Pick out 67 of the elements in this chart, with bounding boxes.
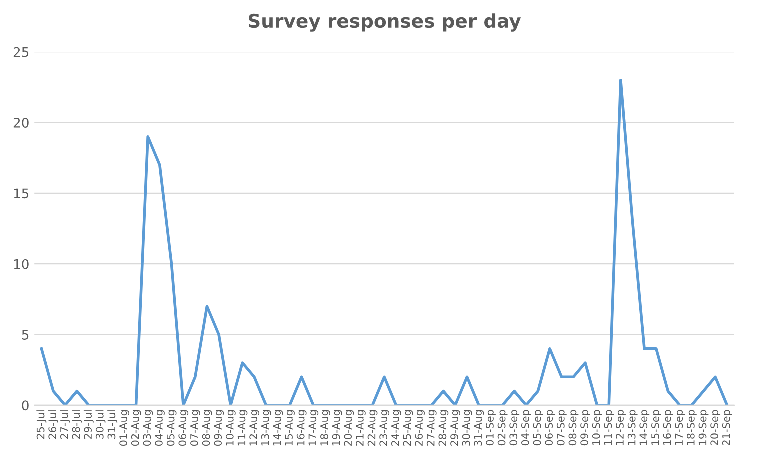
x-tick-label: 05-Sep bbox=[533, 410, 544, 446]
x-tick-label: 10-Sep bbox=[592, 410, 602, 446]
y-tick-label: 0 bbox=[22, 400, 29, 411]
x-tick-label: 01-Sep bbox=[486, 410, 496, 446]
x-tick-label: 21-Aug bbox=[356, 410, 366, 446]
x-tick-label: 27-Aug bbox=[426, 410, 437, 446]
x-tick-label: 26-Jul bbox=[48, 410, 58, 440]
x-tick-label: 04-Aug bbox=[155, 410, 165, 446]
x-tick-label: 08-Aug bbox=[202, 410, 212, 446]
x-tick-label: 12-Sep bbox=[616, 410, 626, 446]
x-tick-label: 08-Sep bbox=[568, 410, 579, 446]
x-tick-label: 30-Jul bbox=[96, 410, 106, 439]
y-tick-label: 10 bbox=[14, 259, 29, 270]
x-tick-label: 17-Sep bbox=[675, 410, 686, 446]
x-tick-label: 26-Aug bbox=[415, 410, 426, 446]
x-tick-label: 19-Sep bbox=[698, 410, 709, 446]
x-tick-label: 06-Aug bbox=[178, 410, 189, 446]
x-tick-label: 14-Aug bbox=[273, 410, 284, 446]
x-tick-label: 05-Aug bbox=[166, 410, 177, 446]
y-tick-label: 15 bbox=[14, 188, 29, 199]
x-tick-label: 07-Sep bbox=[556, 410, 567, 446]
line-series bbox=[40, 78, 729, 406]
x-tick-label: 19-Aug bbox=[332, 410, 342, 446]
x-tick-label: 13-Aug bbox=[261, 410, 272, 446]
x-tick-label: 09-Aug bbox=[214, 410, 224, 446]
x-tick-label: 18-Aug bbox=[320, 410, 330, 446]
x-tick-label: 24-Aug bbox=[391, 410, 402, 446]
x-tick-label: 25-Jul bbox=[36, 410, 47, 440]
x-tick-label: 18-Sep bbox=[686, 410, 697, 446]
x-tick-label: 15-Aug bbox=[285, 410, 295, 446]
chart-title: Survey responses per day bbox=[248, 14, 522, 32]
x-tick-label: 29-Jul bbox=[84, 410, 94, 440]
x-tick-label: 10-Aug bbox=[226, 410, 236, 446]
x-tick-label: 27-Jul bbox=[60, 410, 70, 440]
x-tick-label: 22-Aug bbox=[368, 410, 378, 446]
x-tick-label: 15-Sep bbox=[652, 410, 662, 446]
x-tick-label: 09-Sep bbox=[580, 410, 590, 446]
x-tick-label: 04-Sep bbox=[521, 410, 532, 446]
x-tick-label: 03-Aug bbox=[143, 410, 154, 446]
x-tick-label: 16-Aug bbox=[296, 410, 307, 446]
x-tick-label: 21-Sep bbox=[722, 410, 732, 446]
x-tick-label: 20-Sep bbox=[710, 410, 721, 446]
x-tick-label: 17-Aug bbox=[308, 410, 319, 446]
x-tick-label: 06-Sep bbox=[545, 410, 556, 446]
x-tick-label: 02-Aug bbox=[131, 410, 142, 446]
x-tick-label: 25-Aug bbox=[403, 410, 414, 446]
x-tick-label: 23-Aug bbox=[380, 410, 390, 446]
x-tick-label: 16-Sep bbox=[663, 410, 674, 446]
x-tick-label: 29-Aug bbox=[450, 410, 460, 446]
x-tick-label: 31-Aug bbox=[474, 410, 484, 446]
x-tick-label: 14-Sep bbox=[640, 410, 650, 446]
y-tick-label: 5 bbox=[22, 330, 29, 340]
y-tick-label: 20 bbox=[14, 118, 29, 128]
x-tick-label: 20-Aug bbox=[344, 410, 354, 446]
x-tick-label: 30-Aug bbox=[462, 410, 472, 446]
x-tick-label: 07-Aug bbox=[190, 410, 200, 446]
x-tick-label: 28-Jul bbox=[72, 410, 82, 440]
y-tick-label: 25 bbox=[14, 47, 29, 58]
x-tick-label: 01-Aug bbox=[120, 410, 130, 446]
x-tick-label: 03-Sep bbox=[510, 410, 520, 446]
x-tick-label: 11-Aug bbox=[238, 410, 248, 446]
x-tick-label: 13-Sep bbox=[628, 410, 638, 446]
x-tick-label: 12-Aug bbox=[250, 410, 260, 446]
x-tick-label: 31-Jul bbox=[108, 410, 118, 439]
x-tick-label: 11-Sep bbox=[604, 410, 614, 446]
x-tick-label: 02-Sep bbox=[498, 410, 508, 446]
x-tick-label: 28-Aug bbox=[438, 410, 449, 446]
